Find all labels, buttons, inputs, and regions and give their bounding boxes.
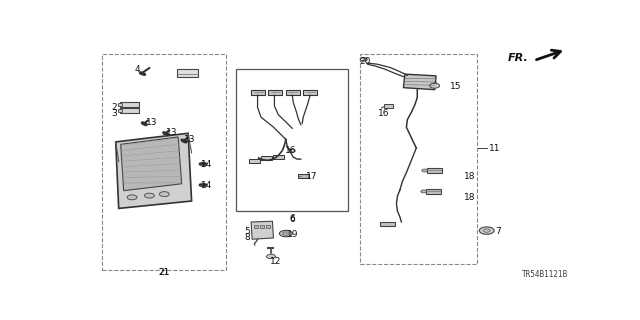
Bar [118,109,122,112]
Text: 19: 19 [287,230,298,239]
Text: 21: 21 [159,268,170,277]
Bar [120,102,138,107]
Circle shape [422,169,428,172]
Text: 3: 3 [111,109,116,118]
Bar [251,90,265,95]
Text: 2: 2 [111,103,116,112]
Circle shape [145,193,154,198]
Text: 14: 14 [201,160,212,169]
Bar [273,155,284,159]
Text: 16: 16 [378,109,389,118]
Bar [266,225,270,228]
Text: 17: 17 [307,172,318,181]
Text: 13: 13 [184,135,196,144]
Bar [118,103,122,106]
Text: TR54B1121B: TR54B1121B [522,270,568,279]
Bar [360,54,477,264]
Bar [102,54,227,270]
Bar [177,69,198,76]
Circle shape [429,83,440,88]
Text: 15: 15 [449,82,461,91]
Bar [303,90,317,95]
Bar [261,156,272,160]
Text: 18: 18 [465,172,476,181]
Bar [426,189,441,194]
Text: 13: 13 [166,128,177,137]
Bar [120,108,138,113]
Text: 14: 14 [201,180,212,189]
Bar [253,225,258,228]
Bar [249,159,260,163]
Bar [428,168,442,173]
Circle shape [127,195,137,200]
Circle shape [159,192,169,196]
Text: 11: 11 [489,144,500,153]
Text: 8: 8 [244,233,250,242]
Text: 7: 7 [495,227,501,236]
Text: 12: 12 [270,257,282,266]
Text: 16: 16 [285,146,296,155]
Polygon shape [121,137,182,191]
Polygon shape [403,74,436,90]
Circle shape [289,149,295,152]
Text: 21: 21 [159,268,170,277]
Bar [380,222,395,226]
Text: FR.: FR. [508,52,529,63]
Bar [383,104,394,108]
Bar [298,174,309,178]
Text: 6: 6 [289,215,295,224]
Circle shape [360,58,367,61]
Text: 18: 18 [465,193,476,202]
Circle shape [280,230,292,237]
Bar [260,225,264,228]
Circle shape [483,229,490,232]
Polygon shape [266,254,276,259]
Text: 6: 6 [289,214,295,223]
Bar [286,90,300,95]
Text: 13: 13 [146,118,157,127]
Circle shape [479,227,494,234]
Circle shape [282,232,289,235]
Bar [269,90,282,95]
Text: 20: 20 [360,57,371,66]
Circle shape [420,190,427,193]
Text: 4: 4 [134,65,140,74]
Polygon shape [116,133,191,208]
Text: 5: 5 [244,227,250,236]
Polygon shape [251,221,273,239]
Bar [236,69,348,211]
